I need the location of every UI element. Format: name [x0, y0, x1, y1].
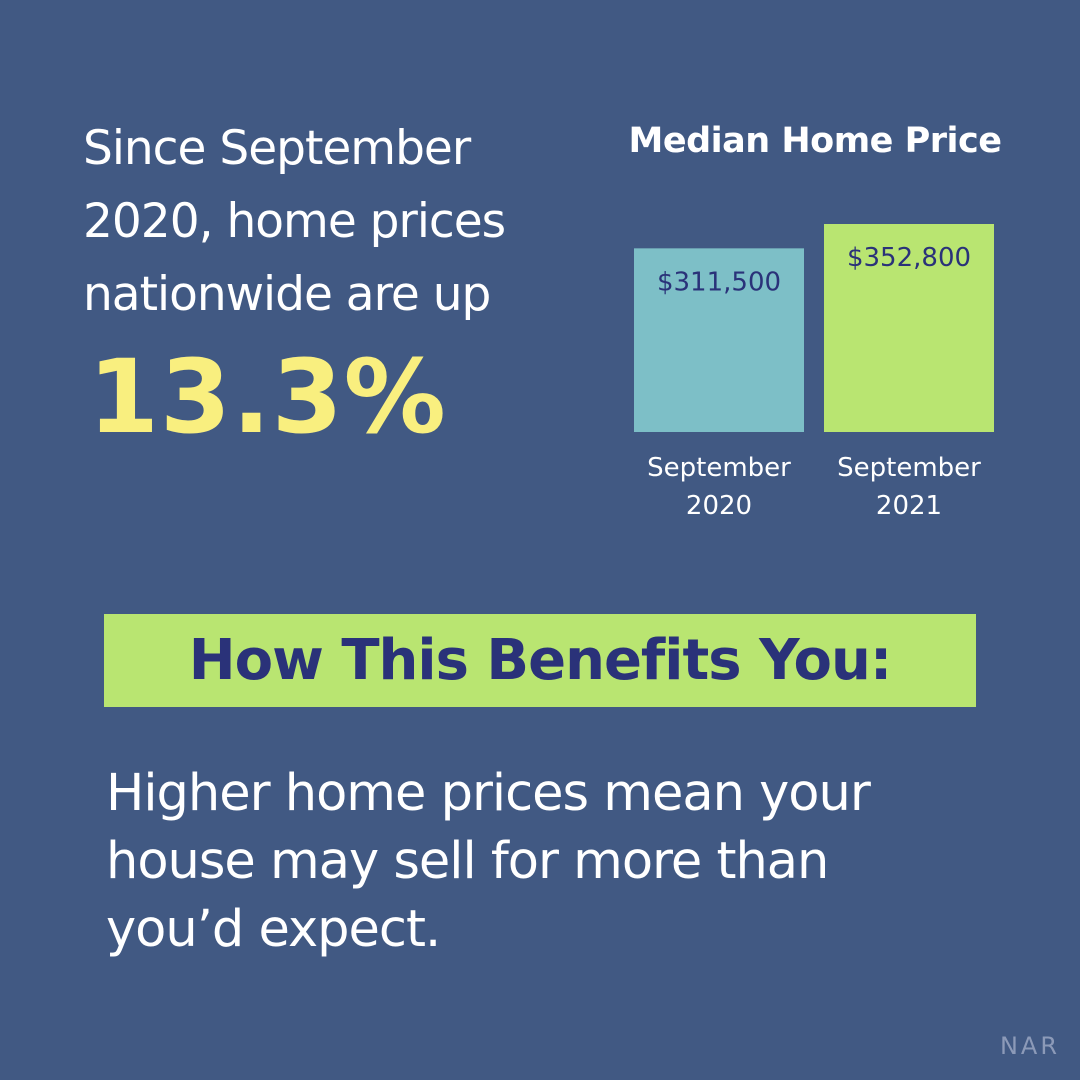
source-logo: NAR [999, 1032, 1060, 1060]
bar-september-2021 [824, 224, 994, 432]
category-label-line: 2020 [686, 491, 752, 521]
headline-line: Since September [83, 121, 471, 176]
benefit-line: you’d expect. [106, 900, 441, 959]
category-label: September 2020 [647, 453, 791, 521]
bar-value-label: $352,800 [847, 243, 971, 273]
benefit-line: Higher home prices mean your [106, 764, 871, 823]
benefit-banner: How This Benefits You: [104, 614, 976, 707]
benefit-description: Higher home prices mean your house may s… [106, 760, 1006, 964]
headline: Since September 2020, home prices nation… [83, 112, 583, 331]
median-price-bar-chart: $311,500 September 2020 $352,800 September 20… [634, 224, 994, 521]
category-label-line: 2021 [876, 491, 942, 521]
category-label-line: September [647, 453, 791, 483]
percent-increase: 13.3% [88, 338, 447, 457]
bar-value-label: $311,500 [657, 267, 781, 297]
benefit-line: house may sell for more than [106, 832, 829, 891]
chart-title: Median Home Price [628, 121, 1002, 161]
benefit-title: How This Benefits You: [188, 628, 892, 693]
headline-line: 2020, home prices [83, 194, 506, 249]
category-label-line: September [837, 453, 981, 483]
bar-september-2020 [634, 248, 804, 432]
headline-line: nationwide are up [83, 267, 491, 322]
category-label: September 2021 [837, 453, 981, 521]
